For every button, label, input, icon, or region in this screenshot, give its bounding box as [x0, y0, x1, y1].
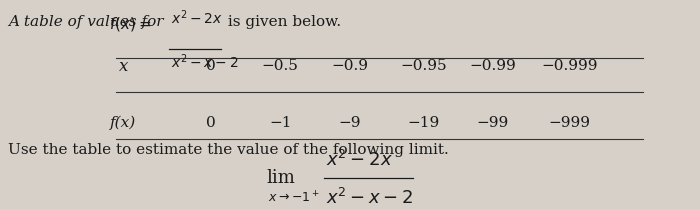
Text: $x^2 - 2x$: $x^2 - 2x$ — [326, 150, 393, 170]
Text: −0.999: −0.999 — [541, 59, 598, 73]
Text: $x^2-2x$: $x^2-2x$ — [171, 8, 223, 27]
Text: −0.9: −0.9 — [332, 59, 368, 73]
Text: −0.5: −0.5 — [262, 59, 299, 73]
Text: −99: −99 — [477, 116, 509, 130]
Text: $f(x) = $: $f(x) = $ — [109, 15, 152, 33]
Text: lim: lim — [266, 169, 295, 187]
Text: 0: 0 — [206, 116, 216, 130]
Text: A table of values for: A table of values for — [8, 15, 169, 29]
Text: f(x): f(x) — [111, 116, 136, 130]
Text: −0.95: −0.95 — [400, 59, 447, 73]
Text: $x^2 - x - 2$: $x^2 - x - 2$ — [326, 187, 412, 208]
Text: −0.99: −0.99 — [470, 59, 517, 73]
Text: 0: 0 — [206, 59, 216, 73]
Text: −9: −9 — [339, 116, 361, 130]
Text: −1: −1 — [269, 116, 291, 130]
Text: −19: −19 — [407, 116, 440, 130]
Text: $x^2-x-2$: $x^2-x-2$ — [171, 52, 238, 71]
Text: $x{\rightarrow}{-1}^+$: $x{\rightarrow}{-1}^+$ — [267, 190, 319, 205]
Text: Use the table to estimate the value of the following limit.: Use the table to estimate the value of t… — [8, 143, 449, 157]
Text: x: x — [119, 58, 128, 75]
Text: is given below.: is given below. — [223, 15, 341, 29]
Text: −999: −999 — [549, 116, 591, 130]
